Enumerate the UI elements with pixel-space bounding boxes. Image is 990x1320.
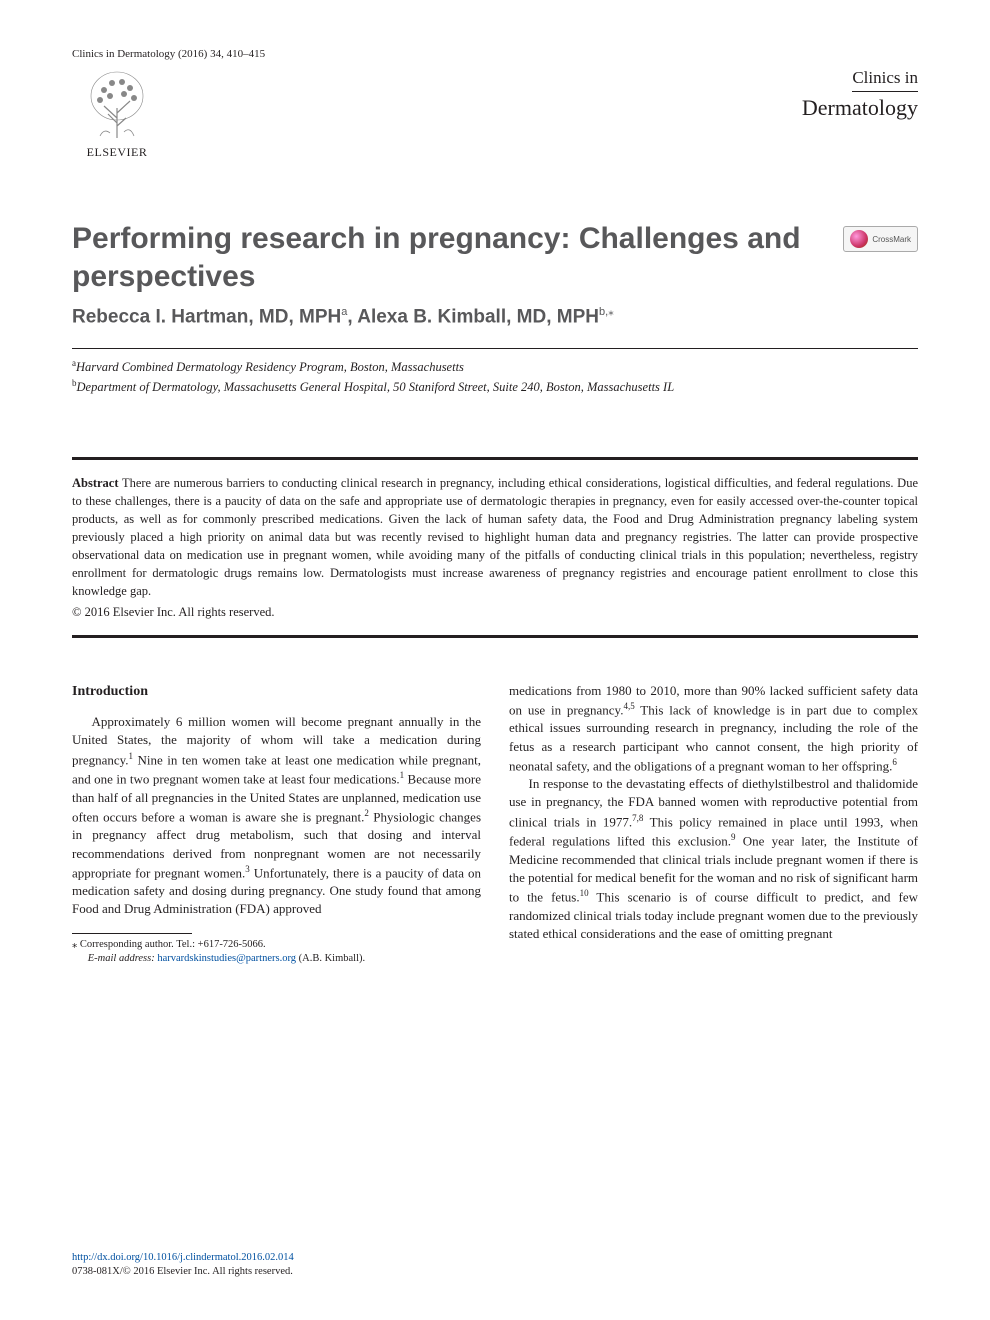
body-paragraph: In response to the devastating effects o…	[509, 775, 918, 943]
author-2-affil-sup: b,	[599, 306, 608, 318]
abstract-copyright: © 2016 Elsevier Inc. All rights reserved…	[72, 603, 918, 621]
abstract-label: Abstract	[72, 476, 119, 490]
crossmark-icon	[850, 230, 868, 248]
author-2-corr-mark: ⁎	[608, 306, 614, 318]
citation-sup: 10	[580, 888, 589, 898]
journal-title-block: Clinics in Dermatology	[802, 68, 918, 121]
section-heading-introduction: Introduction	[72, 682, 481, 702]
body-paragraph: medications from 1980 to 2010, more than…	[509, 682, 918, 776]
affiliation-b: bDepartment of Dermatology, Massachusett…	[72, 377, 918, 397]
affiliations: aHarvard Combined Dermatology Residency …	[72, 357, 918, 396]
citation-sup: 4,5	[623, 701, 634, 711]
citation-sup: 7,8	[632, 813, 643, 823]
corresponding-email[interactable]: harvardskinstudies@partners.org	[157, 953, 296, 964]
left-column: Introduction Approximately 6 million wom…	[72, 682, 481, 966]
bottom-metadata: http://dx.doi.org/10.1016/j.clindermatol…	[72, 1251, 294, 1280]
right-column: medications from 1980 to 2010, more than…	[509, 682, 918, 966]
publisher-name: ELSEVIER	[87, 145, 148, 160]
body-columns: Introduction Approximately 6 million wom…	[72, 682, 918, 966]
title-row: Performing research in pregnancy: Challe…	[72, 220, 918, 295]
journal-title-line2: Dermatology	[802, 95, 918, 121]
author-2: Alexa B. Kimball, MD, MPH	[357, 306, 599, 327]
footnote-rule	[72, 933, 192, 934]
abstract-text: There are numerous barriers to conductin…	[72, 476, 918, 599]
body-paragraph: Approximately 6 million women will becom…	[72, 713, 481, 918]
authors: Rebecca I. Hartman, MD, MPHa, Alexa B. K…	[72, 305, 918, 328]
crossmark-badge[interactable]: CrossMark	[843, 226, 918, 252]
publisher-logo-block: ELSEVIER	[72, 68, 162, 160]
author-1: Rebecca I. Hartman, MD, MPH	[72, 306, 341, 327]
issn-copyright: 0738-081X/© 2016 Elsevier Inc. All right…	[72, 1265, 294, 1280]
elsevier-tree-icon	[82, 68, 152, 143]
crossmark-label: CrossMark	[872, 235, 911, 244]
citation-sup: 6	[892, 757, 897, 767]
author-1-affil-sup: a	[341, 306, 347, 318]
journal-title-line1: Clinics in	[852, 68, 918, 92]
doi-link[interactable]: http://dx.doi.org/10.1016/j.clindermatol…	[72, 1251, 294, 1266]
email-label: E-mail address:	[88, 953, 155, 964]
article-title: Performing research in pregnancy: Challe…	[72, 220, 843, 295]
corresponding-author-footnote: ⁎ Corresponding author. Tel.: +617-726-5…	[72, 938, 481, 966]
affiliation-a: aHarvard Combined Dermatology Residency …	[72, 357, 918, 377]
affiliation-rule	[72, 348, 918, 349]
abstract-box: Abstract There are numerous barriers to …	[72, 457, 918, 638]
journal-reference: Clinics in Dermatology (2016) 34, 410–41…	[72, 48, 918, 60]
header-row: ELSEVIER Clinics in Dermatology	[72, 68, 918, 160]
